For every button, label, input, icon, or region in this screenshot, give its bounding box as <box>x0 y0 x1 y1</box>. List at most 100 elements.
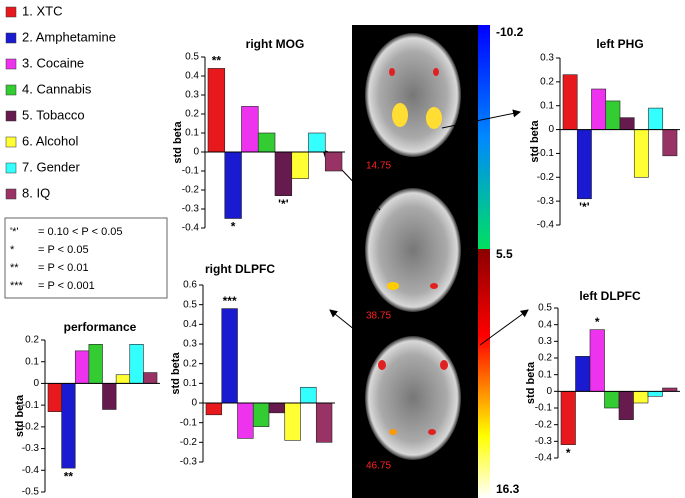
arrow <box>479 309 529 346</box>
bar <box>143 372 158 384</box>
y-tick-label: -0.1 <box>22 400 40 411</box>
legend-swatch <box>5 32 17 44</box>
sig-text: = P < 0.05 <box>38 244 89 256</box>
bar <box>88 344 103 384</box>
bar <box>207 68 226 153</box>
significance-marker: '*' <box>579 200 590 214</box>
bar <box>300 386 317 404</box>
y-tick-label: 0.1 <box>540 100 554 111</box>
significance-marker: * <box>231 220 236 234</box>
significance-marker: ** <box>212 54 222 68</box>
y-tick-label: 0.1 <box>185 128 199 139</box>
y-tick-label: 0 <box>191 398 197 409</box>
significance-marker: *** <box>223 294 237 308</box>
y-tick-label: -0.3 <box>22 443 40 454</box>
legend-label: 6. Alcohol <box>22 133 78 148</box>
y-axis-label: std beta <box>170 352 182 395</box>
y-tick-label: 0 <box>33 378 39 389</box>
bar <box>605 100 621 130</box>
bar <box>257 132 276 153</box>
bar <box>662 129 678 157</box>
bar <box>619 117 635 130</box>
significance-marker: '*' <box>278 197 289 211</box>
y-tick-label: 0.1 <box>25 356 39 367</box>
y-tick-label: -0.3 <box>182 204 200 215</box>
bar <box>308 132 326 153</box>
y-tick-label: -0.1 <box>537 148 555 159</box>
colorbar-label: 16.3 <box>496 482 520 496</box>
y-axis-label: std beta <box>529 120 541 163</box>
y-tick-label: -0.1 <box>535 403 553 414</box>
legend-label: 5. Tobacco <box>22 107 85 122</box>
y-tick-label: 0.4 <box>183 319 197 330</box>
y-tick-label: 0.4 <box>538 319 552 330</box>
brain-panel: 14.75 38.75 46.75 -10.2 5.5 16.3 <box>352 25 524 498</box>
legend-label: 4. Cannabis <box>22 81 92 96</box>
bar <box>591 88 607 130</box>
y-tick-label: 0.2 <box>538 353 552 364</box>
y-tick-label: -0.1 <box>180 417 198 428</box>
bar <box>205 402 223 416</box>
y-tick-label: -0.4 <box>22 465 40 476</box>
bar <box>241 106 259 153</box>
bar <box>324 151 343 172</box>
sig-symbol: * <box>10 244 15 256</box>
colorbar-label: 5.5 <box>496 247 513 261</box>
y-tick-label: -0.4 <box>535 453 553 464</box>
significance-box <box>4 217 168 299</box>
bar <box>221 308 238 404</box>
activation <box>433 68 439 76</box>
y-tick-label: -0.2 <box>22 421 40 432</box>
y-tick-label: 0.3 <box>540 53 554 64</box>
y-tick-label: -0.2 <box>537 172 555 183</box>
bar <box>575 356 591 392</box>
activation <box>389 68 395 76</box>
y-tick-label: -0.1 <box>182 166 200 177</box>
significance-marker: * <box>595 315 600 329</box>
colorbar-label: -10.2 <box>496 25 524 39</box>
bar <box>648 107 664 130</box>
legend-swatch <box>5 6 17 18</box>
y-tick-label: 0.4 <box>185 71 199 82</box>
legend-label: 8. IQ <box>22 185 50 200</box>
bar <box>618 391 634 420</box>
y-axis-label: std beta <box>525 361 537 404</box>
sig-text: = 0.10 < P < 0.05 <box>38 226 123 238</box>
y-tick-label: 0.3 <box>538 336 552 347</box>
activation <box>440 360 448 370</box>
bar <box>291 151 309 179</box>
activation <box>430 283 438 289</box>
slice-label: 38.75 <box>366 311 391 322</box>
y-tick-label: 0.5 <box>538 303 552 314</box>
y-tick-label: -0.2 <box>180 437 198 448</box>
bar <box>576 129 592 200</box>
sig-symbol: '*' <box>10 226 18 238</box>
bar <box>604 391 620 409</box>
legend-swatch <box>5 58 17 70</box>
y-tick-label: 0.2 <box>25 335 39 346</box>
y-tick-label: -0.2 <box>182 185 200 196</box>
bar <box>129 344 144 384</box>
significance-marker: ** <box>64 469 74 483</box>
bar <box>74 350 90 384</box>
brain-slice <box>365 336 461 460</box>
chart-title: left PHG <box>596 37 643 51</box>
brain-slice <box>365 188 461 312</box>
bar <box>224 151 242 219</box>
y-tick-label: 0.3 <box>185 90 199 101</box>
y-tick-label: 0.2 <box>183 358 197 369</box>
y-tick-label: -0.4 <box>182 223 200 234</box>
activation <box>378 360 386 370</box>
y-axis-label: std beta <box>14 394 26 437</box>
y-tick-label: -0.4 <box>537 220 555 231</box>
bar <box>252 402 270 427</box>
activation <box>389 429 397 435</box>
bar <box>284 402 301 441</box>
activation <box>387 282 399 290</box>
bar <box>560 391 576 445</box>
sig-symbol: *** <box>10 280 24 292</box>
y-tick-label: 0 <box>546 386 552 397</box>
y-tick-label: 0.3 <box>183 339 197 350</box>
chart-title: left DLPFC <box>579 289 641 303</box>
bar <box>274 151 293 197</box>
